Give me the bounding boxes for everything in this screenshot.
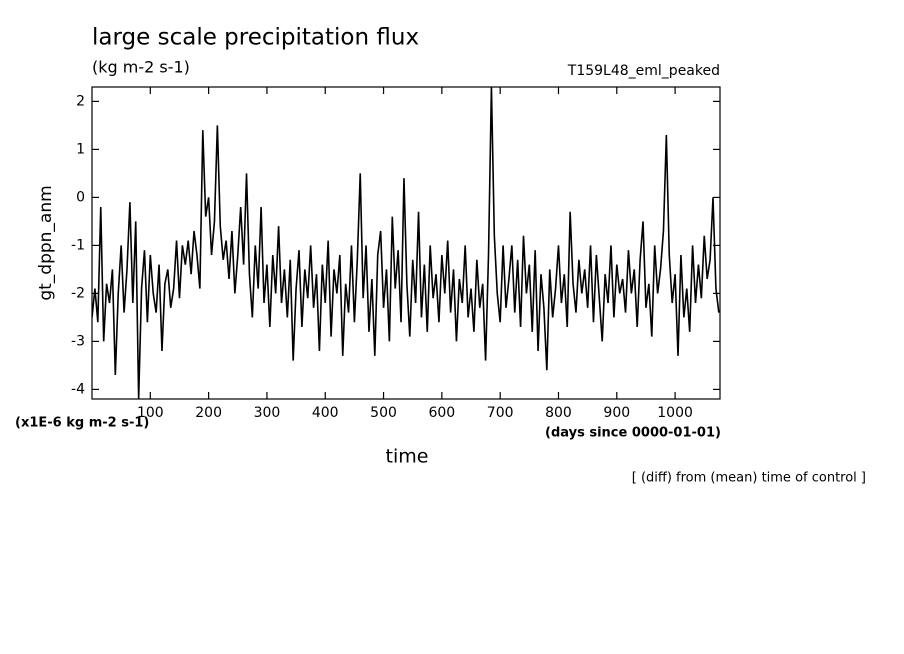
- chart-subtitle: (kg m-2 s-1): [92, 58, 190, 77]
- x-tick-label: 800: [545, 405, 572, 421]
- y-tick-label: -1: [71, 237, 85, 253]
- y-units: (x1E-6 kg m-2 s-1): [15, 416, 149, 431]
- x-tick-label: 600: [428, 405, 455, 421]
- y-tick-label: 0: [76, 189, 85, 205]
- x-tick-label: 700: [487, 405, 514, 421]
- x-tick-label: 200: [195, 405, 222, 421]
- data-line: [92, 87, 720, 399]
- note: [ (diff) from (mean) time of control ]: [632, 471, 866, 486]
- x-tick-label: 1000: [657, 405, 693, 421]
- x-axis-label: time: [386, 446, 429, 468]
- x-tick-label: 300: [254, 405, 281, 421]
- y-tick-label: 1: [76, 141, 85, 157]
- x-tick-label: 900: [603, 405, 630, 421]
- x-tick-label: 400: [312, 405, 339, 421]
- y-tick-label: -2: [71, 285, 85, 301]
- y-tick-label: 2: [76, 93, 85, 109]
- y-tick-label: -4: [71, 381, 85, 397]
- x-tick-label: 100: [137, 405, 164, 421]
- y-tick-label: -3: [71, 333, 85, 349]
- x-units: (days since 0000-01-01): [545, 426, 721, 441]
- chart-title: large scale precipitation flux: [92, 25, 419, 51]
- x-tick-label: 500: [370, 405, 397, 421]
- plot-frame: [91, 86, 721, 400]
- experiment-label: T159L48_eml_peaked: [567, 63, 720, 79]
- y-axis-label: gt_dppn_anm: [36, 185, 56, 300]
